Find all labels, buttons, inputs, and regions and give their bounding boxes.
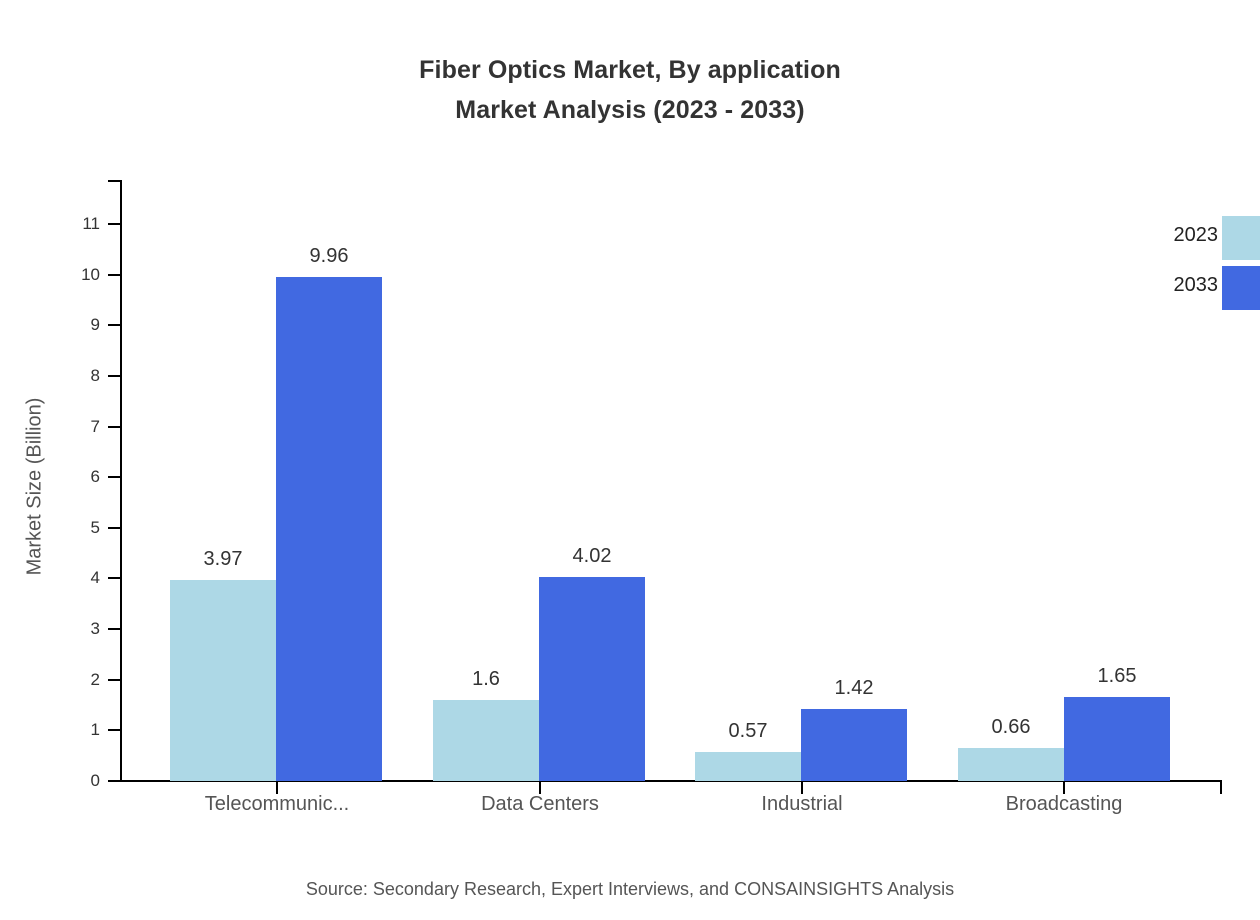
x-tick-label-3: Industrial [761, 793, 843, 815]
y-tick-label: 2 [90, 669, 100, 689]
x-tick-mark [1063, 781, 1065, 794]
bar-value-label: 4.02 [572, 545, 612, 568]
y-tick-label: 6 [90, 467, 100, 487]
bar-value-label: 1.42 [834, 677, 874, 700]
y-tick-label: 10 [81, 264, 100, 284]
y-tick-label: 0 [90, 771, 100, 790]
y-tick-mark [108, 729, 121, 732]
x-tick-label-2: Data Centers [481, 793, 599, 815]
chart-title-line-1: Fiber Optics Market, By application [419, 56, 841, 84]
legend-swatch-2023 [1222, 216, 1260, 260]
bar-value-label: 1.65 [1097, 665, 1137, 688]
bar-2033-4[interactable] [1064, 697, 1170, 781]
chart-title-line-2: Market Analysis (2023 - 2033) [455, 96, 805, 124]
y-tick-mark [108, 273, 121, 276]
x-tick-mark [539, 781, 541, 794]
y-tick-mark [108, 780, 121, 782]
x-tick-label-1: Telecommunic... [204, 793, 350, 815]
y-tick-label: 8 [90, 365, 100, 385]
y-tick-mark [108, 476, 121, 479]
y-tick-label: 11 [82, 214, 100, 233]
x-tick-mark [276, 781, 278, 794]
bar-2023-4[interactable] [958, 747, 1064, 781]
bar-2023-3[interactable] [695, 752, 801, 781]
chart-legend: 2023 2033 [1100, 214, 1260, 314]
bar-value-label: 0.66 [991, 715, 1031, 738]
y-tick-mark [108, 324, 121, 327]
source-note: Source: Secondary Research, Expert Inter… [305, 879, 955, 899]
legend-item-2033[interactable]: 2033 [1100, 264, 1260, 314]
y-tick-mark [108, 628, 121, 631]
y-tick-mark [108, 374, 121, 377]
y-tick-mark [108, 223, 121, 225]
bar-value-label: 1.6 [472, 667, 500, 690]
bar-2023-2[interactable] [433, 699, 539, 781]
bar-value-label: 0.57 [728, 720, 768, 743]
x-axis-end-cap [1220, 780, 1222, 794]
y-tick-mark [108, 425, 121, 428]
x-tick-mark [801, 781, 803, 794]
y-axis-top-cap [108, 180, 122, 182]
y-tick-label: 5 [90, 517, 100, 537]
bar-2033-1[interactable] [276, 276, 382, 781]
bar-2033-3[interactable] [801, 709, 907, 781]
y-tick-mark [108, 577, 121, 580]
legend-swatch-2033 [1222, 266, 1260, 310]
y-tick-label: 1 [90, 720, 100, 740]
bar-value-label: 9.96 [309, 244, 349, 267]
y-tick-label: 4 [90, 568, 100, 588]
x-tick-label-4: Broadcasting [1005, 793, 1123, 815]
bar-value-label: 3.97 [203, 547, 243, 570]
chart-title: Fiber Optics Market, By application Mark… [0, 50, 1260, 130]
bar-2023-1[interactable] [170, 579, 276, 781]
legend-item-2023[interactable]: 2023 [1100, 214, 1260, 264]
legend-label-2023: 2023 [1173, 224, 1219, 246]
y-tick-mark [108, 678, 121, 681]
x-axis-line [120, 780, 1222, 782]
y-tick-mark [108, 526, 121, 529]
y-tick-label: 3 [90, 619, 100, 639]
y-tick-label: 7 [90, 416, 100, 436]
legend-label-2033: 2033 [1173, 274, 1219, 296]
y-tick-label: 9 [90, 315, 100, 335]
y-axis-line [120, 180, 122, 782]
bar-2033-2[interactable] [539, 577, 645, 781]
